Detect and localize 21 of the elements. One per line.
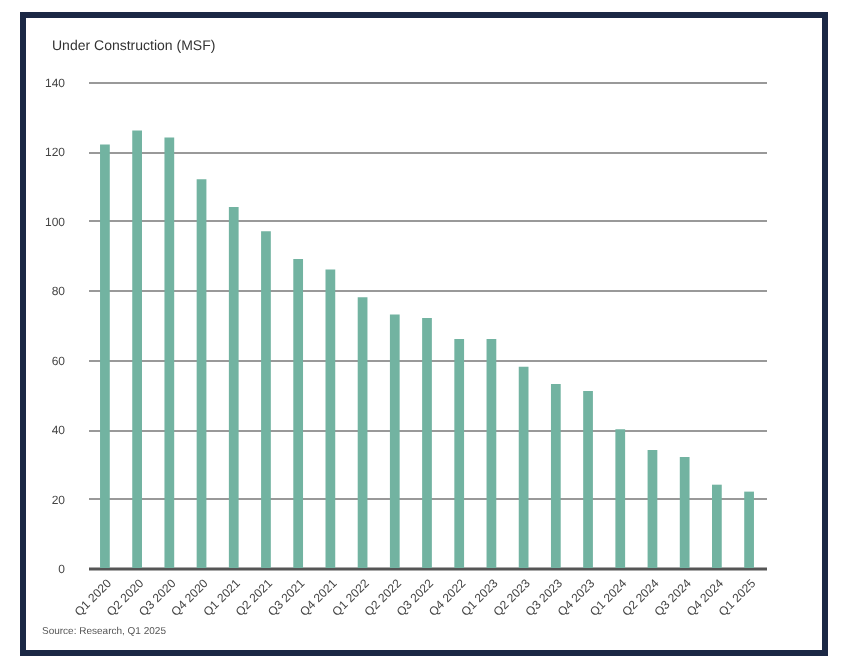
bar (100, 144, 110, 568)
bar (389, 314, 400, 568)
bar (325, 269, 336, 568)
bar (518, 366, 529, 568)
bar (293, 259, 304, 568)
bar (486, 338, 497, 568)
bar (196, 179, 207, 568)
bar (422, 318, 432, 568)
bar (583, 390, 593, 568)
bar (712, 484, 722, 568)
bar (132, 130, 142, 568)
bar (164, 137, 175, 568)
bar (679, 456, 690, 568)
bar (550, 384, 561, 568)
bar (228, 206, 239, 568)
bar (261, 231, 271, 568)
bar (744, 491, 754, 568)
bar (615, 429, 626, 568)
bar (454, 338, 465, 568)
bar (647, 449, 658, 568)
bar (357, 297, 368, 568)
